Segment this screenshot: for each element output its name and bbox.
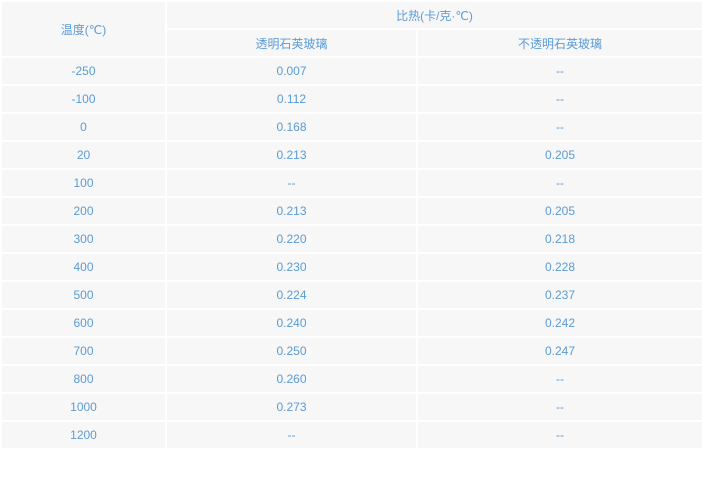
transparent-cell: 0.230	[165, 252, 418, 282]
temperature-cell: 100	[0, 168, 167, 198]
temperature-cell: 200	[0, 196, 167, 226]
opaque-cell: --	[416, 168, 702, 198]
opaque-cell: 0.237	[416, 280, 702, 310]
opaque-cell: 0.205	[416, 196, 702, 226]
opaque-cell: --	[416, 112, 702, 142]
transparent-cell: --	[165, 420, 418, 450]
temperature-cell: 500	[0, 280, 167, 310]
opaque-cell: --	[416, 56, 702, 86]
transparent-cell: 0.112	[165, 84, 418, 114]
temperature-cell: 700	[0, 336, 167, 366]
opaque-cell: --	[416, 364, 702, 394]
transparent-cell: 0.260	[165, 364, 418, 394]
opaque-cell: 0.205	[416, 140, 702, 170]
table-row: -100 0.112 --	[0, 84, 702, 114]
table-row: 400 0.230 0.228	[0, 252, 702, 282]
opaque-cell: 0.242	[416, 308, 702, 338]
opaque-cell: --	[416, 420, 702, 450]
temperature-cell: 800	[0, 364, 167, 394]
header-temperature: 温度(℃)	[0, 0, 167, 58]
transparent-cell: 0.213	[165, 140, 418, 170]
temperature-cell: 300	[0, 224, 167, 254]
temperature-cell: 1200	[0, 420, 167, 450]
transparent-cell: 0.273	[165, 392, 418, 422]
temperature-cell: 400	[0, 252, 167, 282]
transparent-cell: 0.240	[165, 308, 418, 338]
opaque-cell: --	[416, 84, 702, 114]
transparent-cell: 0.168	[165, 112, 418, 142]
temperature-cell: -100	[0, 84, 167, 114]
header-transparent: 透明石英玻璃	[165, 28, 418, 58]
table-row: 1200 -- --	[0, 420, 702, 450]
opaque-cell: --	[416, 392, 702, 422]
table-row: -250 0.007 --	[0, 56, 702, 86]
transparent-cell: --	[165, 168, 418, 198]
table-row: 200 0.213 0.205	[0, 196, 702, 226]
table-row: 100 -- --	[0, 168, 702, 198]
temperature-cell: -250	[0, 56, 167, 86]
temperature-cell: 1000	[0, 392, 167, 422]
opaque-cell: 0.247	[416, 336, 702, 366]
transparent-cell: 0.007	[165, 56, 418, 86]
opaque-cell: 0.228	[416, 252, 702, 282]
table-row: 0 0.168 --	[0, 112, 702, 142]
table-row: 300 0.220 0.218	[0, 224, 702, 254]
table-row: 20 0.213 0.205	[0, 140, 702, 170]
table-row: 500 0.224 0.237	[0, 280, 702, 310]
transparent-cell: 0.224	[165, 280, 418, 310]
transparent-cell: 0.213	[165, 196, 418, 226]
header-specific-heat: 比热(卡/克·℃)	[165, 0, 702, 30]
table-row: 600 0.240 0.242	[0, 308, 702, 338]
specific-heat-table: 温度(℃) 比热(卡/克·℃) 透明石英玻璃 不透明石英玻璃 -250 0.007…	[0, 0, 702, 450]
table-row: 700 0.250 0.247	[0, 336, 702, 366]
opaque-cell: 0.218	[416, 224, 702, 254]
table-row: 1000 0.273 --	[0, 392, 702, 422]
header-opaque: 不透明石英玻璃	[416, 28, 702, 58]
temperature-cell: 600	[0, 308, 167, 338]
table-row: 800 0.260 --	[0, 364, 702, 394]
temperature-cell: 0	[0, 112, 167, 142]
transparent-cell: 0.250	[165, 336, 418, 366]
transparent-cell: 0.220	[165, 224, 418, 254]
temperature-cell: 20	[0, 140, 167, 170]
